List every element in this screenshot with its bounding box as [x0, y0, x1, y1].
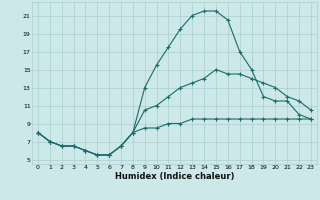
X-axis label: Humidex (Indice chaleur): Humidex (Indice chaleur) — [115, 172, 234, 181]
